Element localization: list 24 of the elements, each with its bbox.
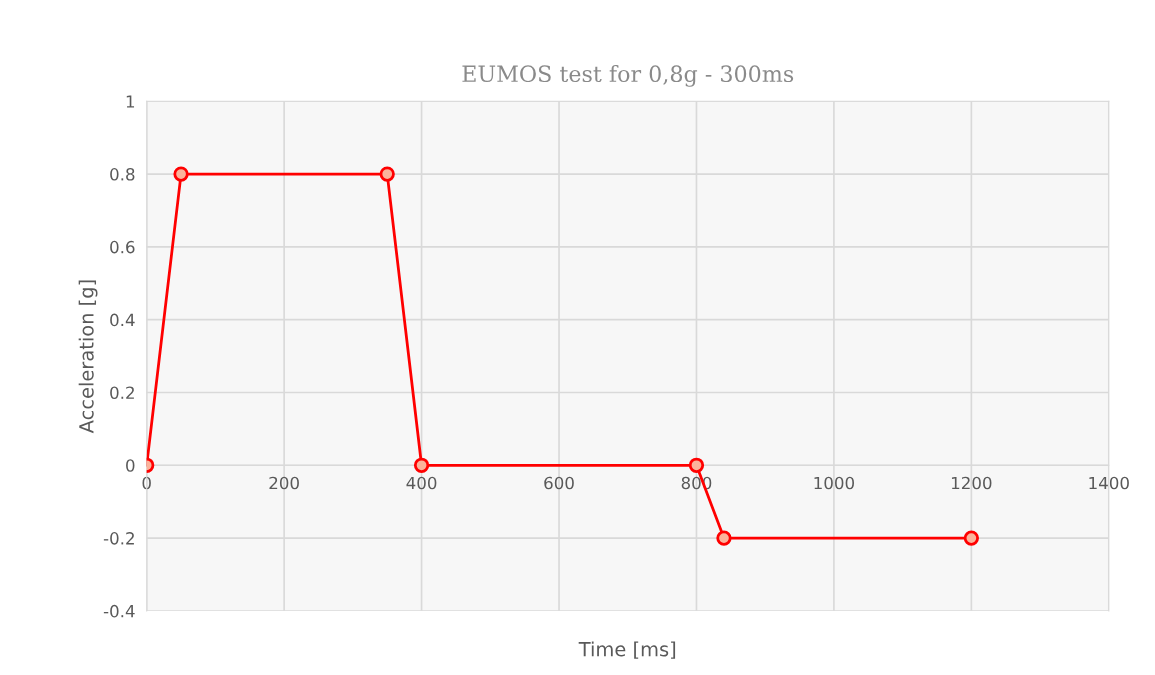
x-tick-label: 1200 xyxy=(951,476,992,490)
y-axis-title: Acceleration [g] xyxy=(78,280,98,434)
point xyxy=(173,166,189,182)
x-tick-label: 600 xyxy=(544,476,574,490)
point xyxy=(379,166,395,182)
x-tick-label: 200 xyxy=(269,476,299,490)
y-tick-label: 0.2 xyxy=(110,386,134,400)
x-tick-label: 1400 xyxy=(1089,476,1129,490)
x-tick-label: 1000 xyxy=(814,476,855,490)
x-axis-title: Time [ms] xyxy=(578,641,676,659)
x-tick-label: 400 xyxy=(406,476,437,490)
point xyxy=(413,457,430,473)
y-tick-label: 0.6 xyxy=(110,240,135,254)
y-tick-label: -0.4 xyxy=(103,604,135,618)
point xyxy=(716,530,732,546)
y-tick-label: 1 xyxy=(126,95,135,108)
chart-title: EUMOS test for 0,8g - 300ms xyxy=(462,64,794,87)
x-tick-label: 0 xyxy=(142,476,151,490)
y-tick-label: -0.2 xyxy=(103,532,134,545)
y-tick-label: 0.8 xyxy=(110,168,135,181)
y-tick-label: 0 xyxy=(126,459,135,472)
point xyxy=(688,457,705,473)
point xyxy=(963,530,979,546)
y-tick-label: 0.4 xyxy=(110,313,135,327)
